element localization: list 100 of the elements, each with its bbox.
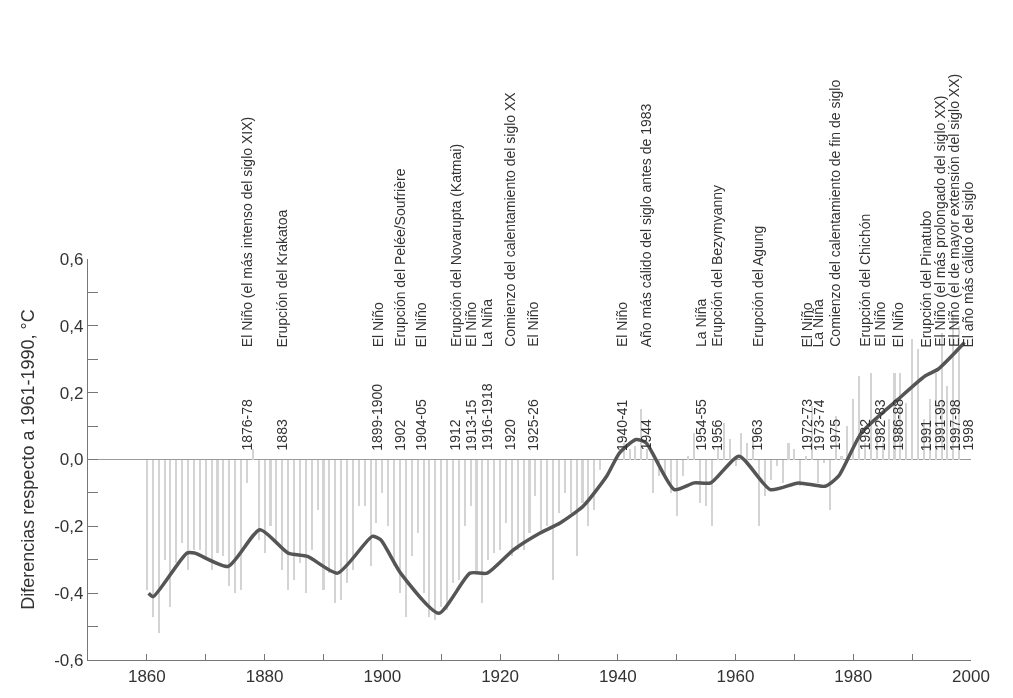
annotation: El Niño — [889, 302, 906, 348]
x-tick-label: 2000 — [952, 666, 990, 686]
bar — [475, 460, 478, 573]
bar — [676, 460, 678, 516]
annotation: 1912 — [447, 419, 464, 451]
bar — [234, 460, 236, 593]
bar — [387, 460, 389, 526]
annotation: Erupción del Chichón — [857, 213, 874, 347]
annotation: Año más cálido del siglo antes de 1983 — [637, 103, 654, 348]
bar — [328, 460, 330, 573]
bar — [340, 460, 342, 600]
bar — [452, 460, 454, 583]
annotation: La Niña — [478, 298, 495, 348]
annotation: 1991-95 — [932, 399, 949, 451]
x-tick-label: 1920 — [481, 666, 519, 686]
bar — [158, 460, 160, 633]
bar — [511, 460, 513, 556]
bar — [281, 460, 283, 570]
y-tick-label: 0,2 — [59, 383, 84, 403]
bar — [169, 460, 171, 607]
bar — [546, 460, 548, 526]
bar — [317, 460, 319, 510]
annotation: La Niña — [692, 298, 709, 348]
annotation: Comienzo del calentamiento del siglo XX — [502, 91, 519, 347]
bar — [787, 443, 790, 460]
bar — [311, 460, 313, 550]
bar — [393, 460, 395, 566]
bar — [411, 460, 413, 556]
bar — [540, 460, 542, 530]
bar — [693, 433, 695, 460]
bar — [523, 460, 525, 550]
bar — [534, 460, 536, 496]
annotation: El Niño — [613, 301, 630, 348]
y-axis-title: Diferencias respecto a 1961-1990, °C — [18, 309, 39, 610]
bar — [629, 449, 631, 460]
annotation: 1925-26 — [525, 399, 542, 451]
bar — [417, 460, 419, 533]
bar — [481, 460, 483, 603]
bar — [817, 460, 819, 483]
y-tick-label: 0,4 — [59, 316, 84, 336]
annotation: 1920 — [501, 418, 518, 451]
bar — [205, 460, 207, 560]
y-tick-label: 0,0 — [59, 450, 84, 470]
bar — [346, 460, 348, 583]
bar — [252, 449, 254, 460]
bar — [299, 460, 301, 563]
annotation: Erupción del Agung — [749, 225, 766, 348]
bar — [729, 439, 731, 460]
bar — [146, 460, 148, 590]
bar — [564, 460, 566, 493]
annotation: Erupción del Pelée/Soufrière — [392, 168, 409, 347]
bar — [222, 460, 224, 556]
bar — [570, 460, 572, 513]
annotation: 1883 — [274, 419, 291, 451]
annotation: Erupción del Pinatubo — [918, 210, 935, 348]
y-tick-label: -0,2 — [54, 517, 84, 537]
annotation: 1956 — [709, 419, 726, 451]
annotation: Erupción del Novarupta (Katmai) — [447, 143, 464, 348]
annotation: 1899-1900 — [369, 383, 386, 451]
y-tick-label: -0,6 — [54, 650, 84, 670]
bar — [870, 373, 872, 460]
bar — [246, 460, 248, 483]
bar — [840, 456, 843, 460]
annotation: 1963 — [749, 419, 766, 451]
y-tick-label: 0,6 — [59, 249, 84, 269]
bar — [405, 460, 407, 617]
annotation: El Niño (el más intenso del siglo XIX) — [238, 116, 255, 348]
bar — [358, 460, 360, 506]
annotation: 1991 — [917, 419, 934, 452]
annotation: 1876-78 — [239, 399, 256, 451]
bar — [305, 460, 307, 593]
bar — [599, 460, 601, 470]
bar — [846, 426, 848, 460]
bar — [322, 460, 325, 590]
annotation: 1913-15 — [462, 399, 479, 452]
bar — [487, 460, 489, 560]
bar — [587, 460, 589, 526]
bar — [646, 449, 648, 460]
bar — [464, 460, 466, 526]
bar — [446, 460, 448, 610]
annotation: Erupción del Krakatoa — [274, 209, 291, 348]
x-tick-label: 1940 — [598, 666, 637, 686]
bar — [399, 460, 401, 593]
bar — [517, 460, 519, 550]
bar — [581, 460, 584, 503]
x-tick-label: 1860 — [127, 666, 166, 686]
bar — [776, 460, 778, 466]
bar — [905, 403, 907, 460]
bar — [576, 460, 578, 556]
bar — [705, 460, 707, 506]
bar — [946, 386, 948, 460]
bar — [758, 460, 760, 526]
annotation: 1998 — [960, 419, 977, 451]
bar — [552, 460, 554, 580]
bar — [334, 460, 336, 603]
bar — [746, 443, 748, 460]
bar — [558, 460, 560, 513]
bar — [375, 460, 377, 523]
bar — [370, 460, 372, 566]
bar — [711, 460, 713, 526]
